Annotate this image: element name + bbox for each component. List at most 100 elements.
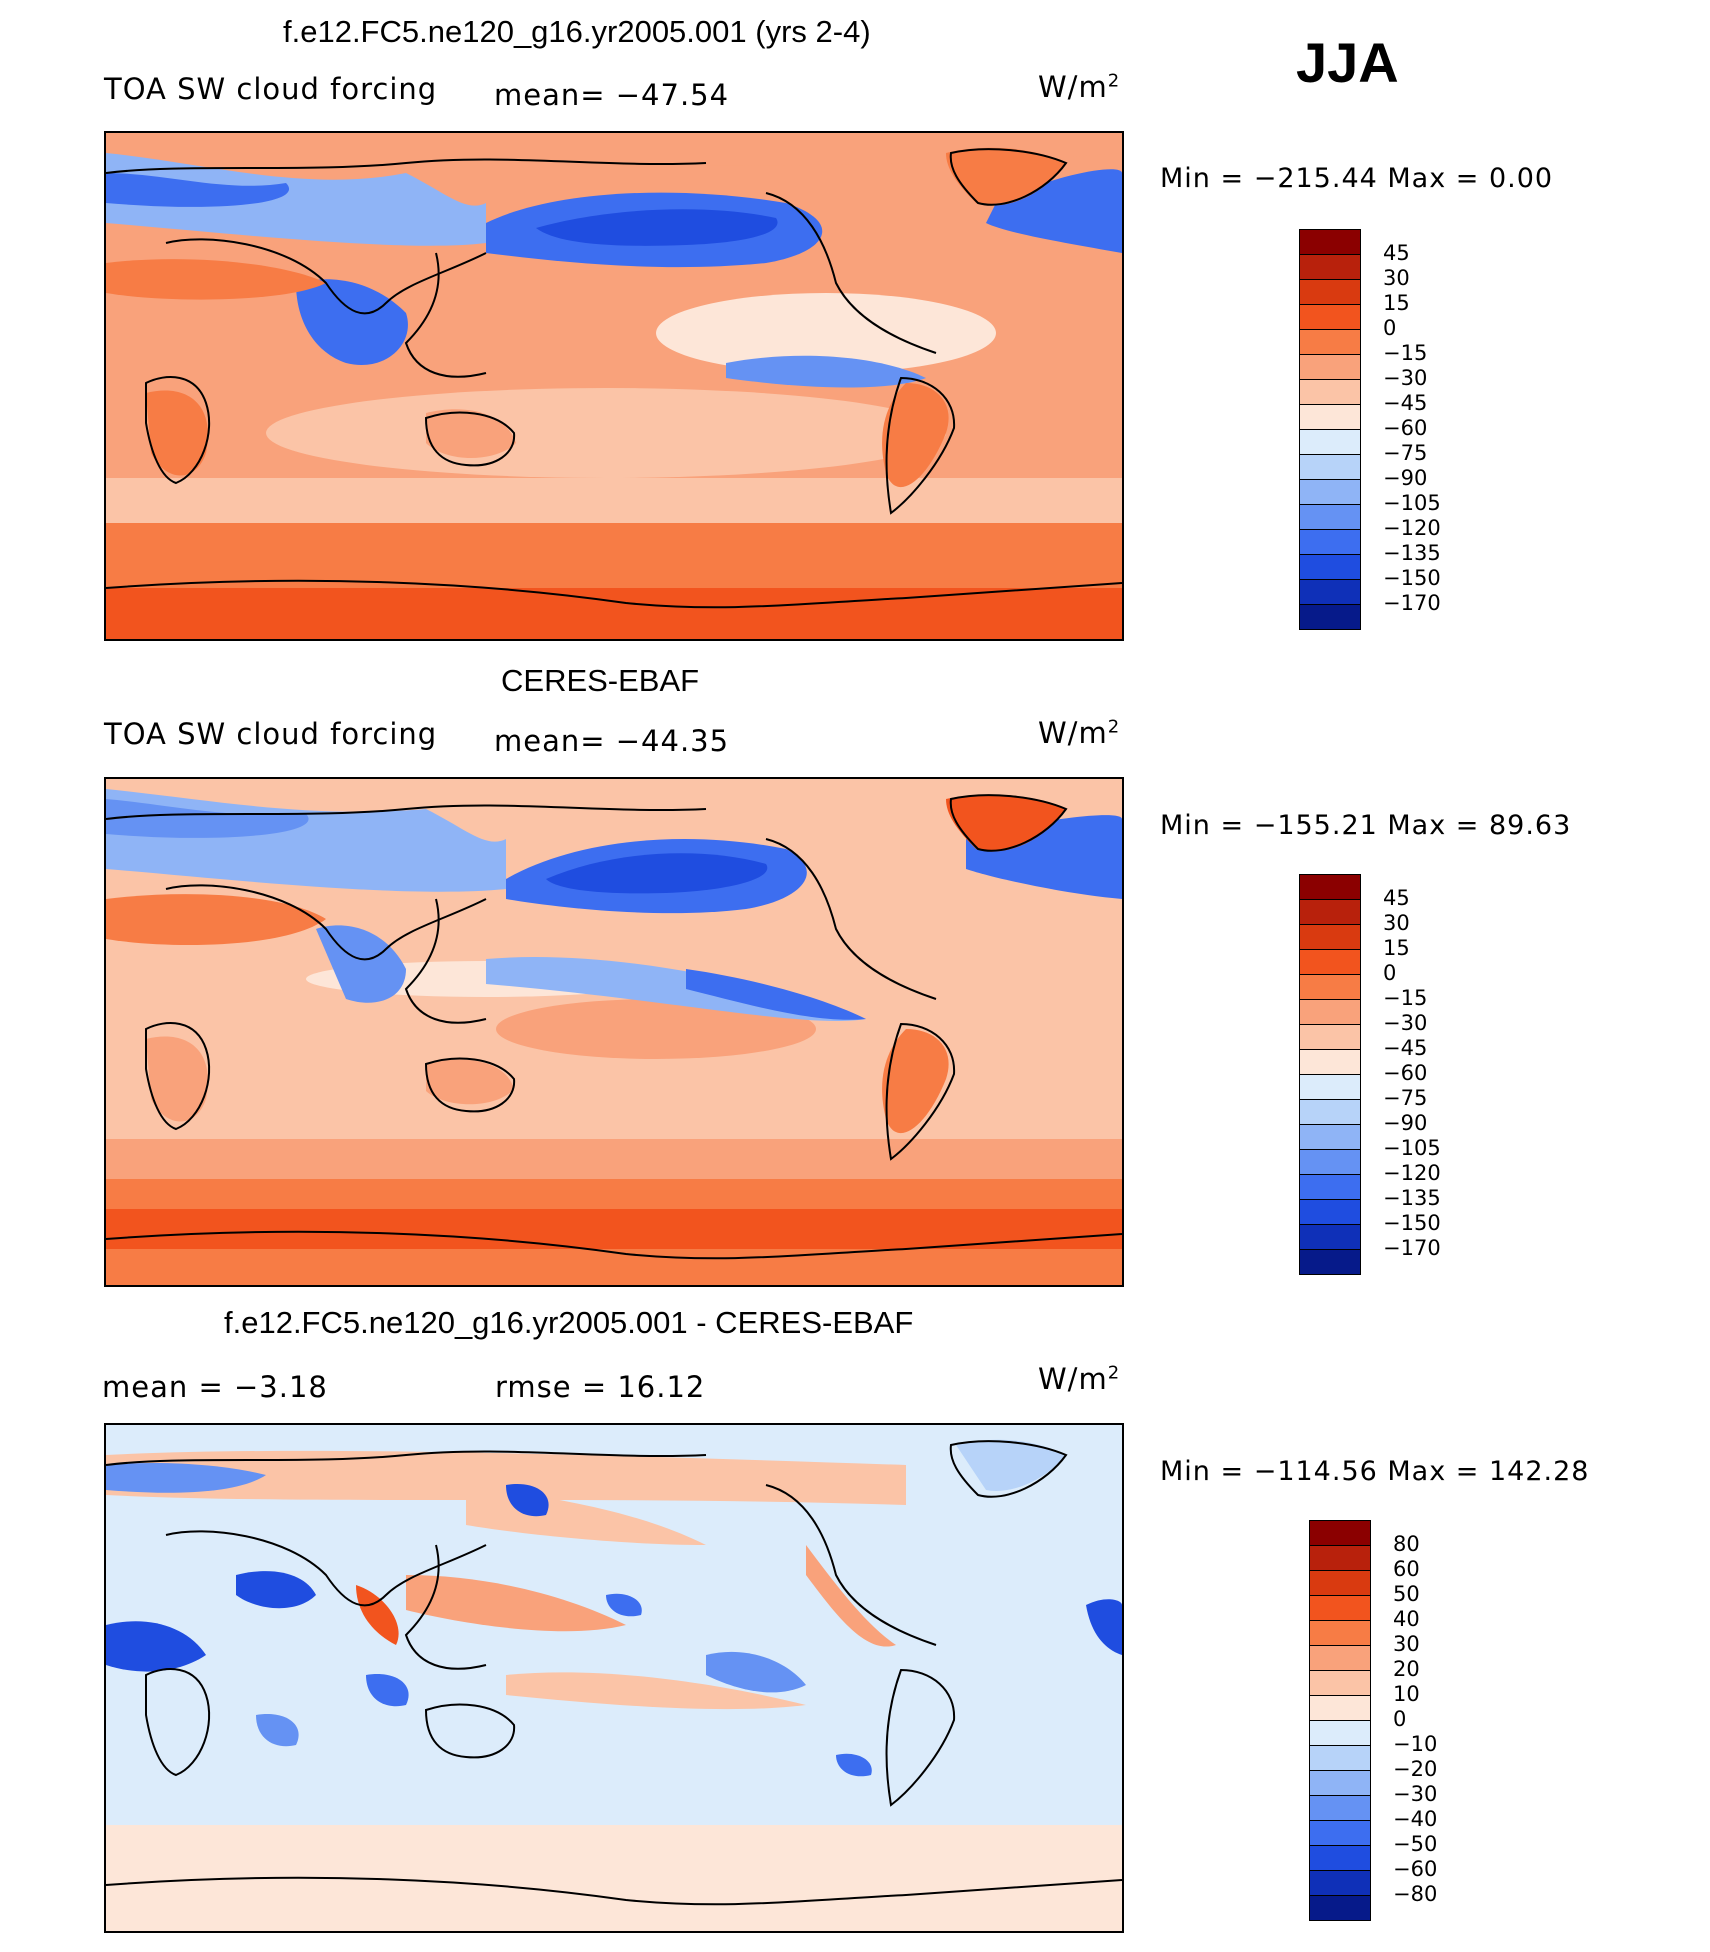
colorbar2-label: −45 — [1383, 1036, 1428, 1060]
colorbar1-label: −120 — [1383, 516, 1441, 540]
colorbar1-label: −45 — [1383, 391, 1428, 415]
colorbar2-label: −105 — [1383, 1136, 1441, 1160]
colorbar1-swatch — [1299, 504, 1361, 530]
colorbar1-swatch — [1299, 304, 1361, 330]
colorbar1-label: 0 — [1383, 316, 1397, 340]
colorbar3-label: −50 — [1393, 1832, 1438, 1856]
colorbar2-label: 15 — [1383, 936, 1410, 960]
colorbar1-label: −30 — [1383, 366, 1428, 390]
panel1-mean-label: mean= −47.54 — [494, 78, 730, 112]
colorbar2-swatch — [1299, 1099, 1361, 1125]
colorbar3-swatch — [1309, 1620, 1371, 1646]
panel2-mean-label: mean= −44.35 — [494, 724, 730, 758]
panel2-units: W/m2 — [1038, 716, 1121, 750]
colorbar3-swatch — [1309, 1570, 1371, 1596]
colorbar2-label: −60 — [1383, 1061, 1428, 1085]
colorbar3-swatch — [1309, 1695, 1371, 1721]
panel3-units: W/m2 — [1038, 1362, 1121, 1396]
colorbar2-label: −30 — [1383, 1011, 1428, 1035]
colorbar3-label: −20 — [1393, 1757, 1438, 1781]
colorbar3-label: 20 — [1393, 1657, 1420, 1681]
colorbar1-label: 15 — [1383, 291, 1410, 315]
colorbar2-swatch — [1299, 999, 1361, 1025]
colorbar1-swatch — [1299, 454, 1361, 480]
colorbar2-swatch — [1299, 1149, 1361, 1175]
colorbar3-swatch — [1309, 1745, 1371, 1771]
colorbar2-label: 0 — [1383, 961, 1397, 985]
colorbar3-label: −10 — [1393, 1732, 1438, 1756]
colorbar3-swatch — [1309, 1545, 1371, 1571]
panel3-colorbar: 80 60 50 40 30 20 10 0 −10 −20 −30 −40 −50 −60 −80 — [1309, 1520, 1469, 1930]
colorbar2-swatch — [1299, 924, 1361, 950]
colorbar3-label: 50 — [1393, 1582, 1420, 1606]
colorbar1-swatch — [1299, 279, 1361, 305]
panel3-mean-label: mean = −3.18 — [102, 1370, 328, 1404]
colorbar1-swatch — [1299, 429, 1361, 455]
colorbar3-swatch — [1309, 1645, 1371, 1671]
colorbar2-swatch — [1299, 1224, 1361, 1250]
colorbar3-label: −30 — [1393, 1782, 1438, 1806]
colorbar2-label: −15 — [1383, 986, 1428, 1010]
colorbar3-label: 10 — [1393, 1682, 1420, 1706]
colorbar2-swatch — [1299, 974, 1361, 1000]
colorbar3-swatch — [1309, 1670, 1371, 1696]
colorbar2-swatch — [1299, 1074, 1361, 1100]
colorbar1-swatch — [1299, 554, 1361, 580]
colorbar2-swatch — [1299, 1024, 1361, 1050]
panel3-title: f.e12.FC5.ne120_g16.yr2005.001 - CERES-E… — [224, 1305, 914, 1340]
panel2-map — [104, 777, 1124, 1287]
colorbar2-label: −75 — [1383, 1086, 1428, 1110]
colorbar2-swatch — [1299, 899, 1361, 925]
colorbar3-label: 30 — [1393, 1632, 1420, 1656]
colorbar2-label: −120 — [1383, 1161, 1441, 1185]
colorbar1-label: −60 — [1383, 416, 1428, 440]
colorbar1-label: −150 — [1383, 566, 1441, 590]
panel1-title: f.e12.FC5.ne120_g16.yr2005.001 (yrs 2-4) — [283, 14, 871, 49]
colorbar3-swatch — [1309, 1595, 1371, 1621]
colorbar2-swatch — [1299, 1249, 1361, 1275]
colorbar1-swatch — [1299, 579, 1361, 605]
colorbar1-swatch — [1299, 404, 1361, 430]
colorbar3-swatch — [1309, 1895, 1371, 1921]
colorbar1-swatch — [1299, 229, 1361, 255]
colorbar2-swatch — [1299, 1049, 1361, 1075]
colorbar1-label: −90 — [1383, 466, 1428, 490]
panel3-map — [104, 1423, 1124, 1933]
colorbar3-swatch — [1309, 1520, 1371, 1546]
panel1-map — [104, 131, 1124, 641]
colorbar2-swatch — [1299, 874, 1361, 900]
panel2-title: CERES-EBAF — [501, 663, 700, 698]
colorbar3-swatch — [1309, 1870, 1371, 1896]
colorbar2-label: 45 — [1383, 886, 1410, 910]
colorbar3-label: −60 — [1393, 1857, 1438, 1881]
colorbar1-label: −15 — [1383, 341, 1428, 365]
panel2-colorbar: 45 30 15 0 −15 −30 −45 −60 −75 −90 −105 −120 −135 −15… — [1299, 874, 1459, 1275]
panel1-units: W/m2 — [1038, 70, 1121, 104]
colorbar2-swatch — [1299, 949, 1361, 975]
colorbar3-swatch — [1309, 1770, 1371, 1796]
colorbar1-swatch — [1299, 254, 1361, 280]
panel2-minmax: Min = −155.21 Max = 89.63 — [1160, 810, 1572, 841]
colorbar3-swatch — [1309, 1720, 1371, 1746]
panel1-field-label: TOA SW cloud forcing — [104, 72, 438, 106]
colorbar1-swatch — [1299, 529, 1361, 555]
panel1-colorbar: 45 30 15 0 −15 −30 −45 −60 −75 −90 −105 −120 −135 −15… — [1299, 229, 1459, 630]
colorbar2-swatch — [1299, 1174, 1361, 1200]
colorbar1-label: 45 — [1383, 241, 1410, 265]
colorbar1-swatch — [1299, 329, 1361, 355]
colorbar3-label: 60 — [1393, 1557, 1420, 1581]
colorbar1-swatch — [1299, 604, 1361, 630]
season-label: JJA — [1296, 31, 1399, 94]
colorbar1-swatch — [1299, 379, 1361, 405]
colorbar1-swatch — [1299, 354, 1361, 380]
panel3-minmax: Min = −114.56 Max = 142.28 — [1160, 1456, 1590, 1487]
colorbar3-swatch — [1309, 1845, 1371, 1871]
colorbar3-swatch — [1309, 1820, 1371, 1846]
colorbar2-label: −170 — [1383, 1236, 1441, 1260]
colorbar2-swatch — [1299, 1199, 1361, 1225]
colorbar2-label: −135 — [1383, 1186, 1441, 1210]
colorbar1-label: −105 — [1383, 491, 1441, 515]
colorbar3-swatch — [1309, 1795, 1371, 1821]
colorbar3-label: 80 — [1393, 1532, 1420, 1556]
colorbar2-label: 30 — [1383, 911, 1410, 935]
